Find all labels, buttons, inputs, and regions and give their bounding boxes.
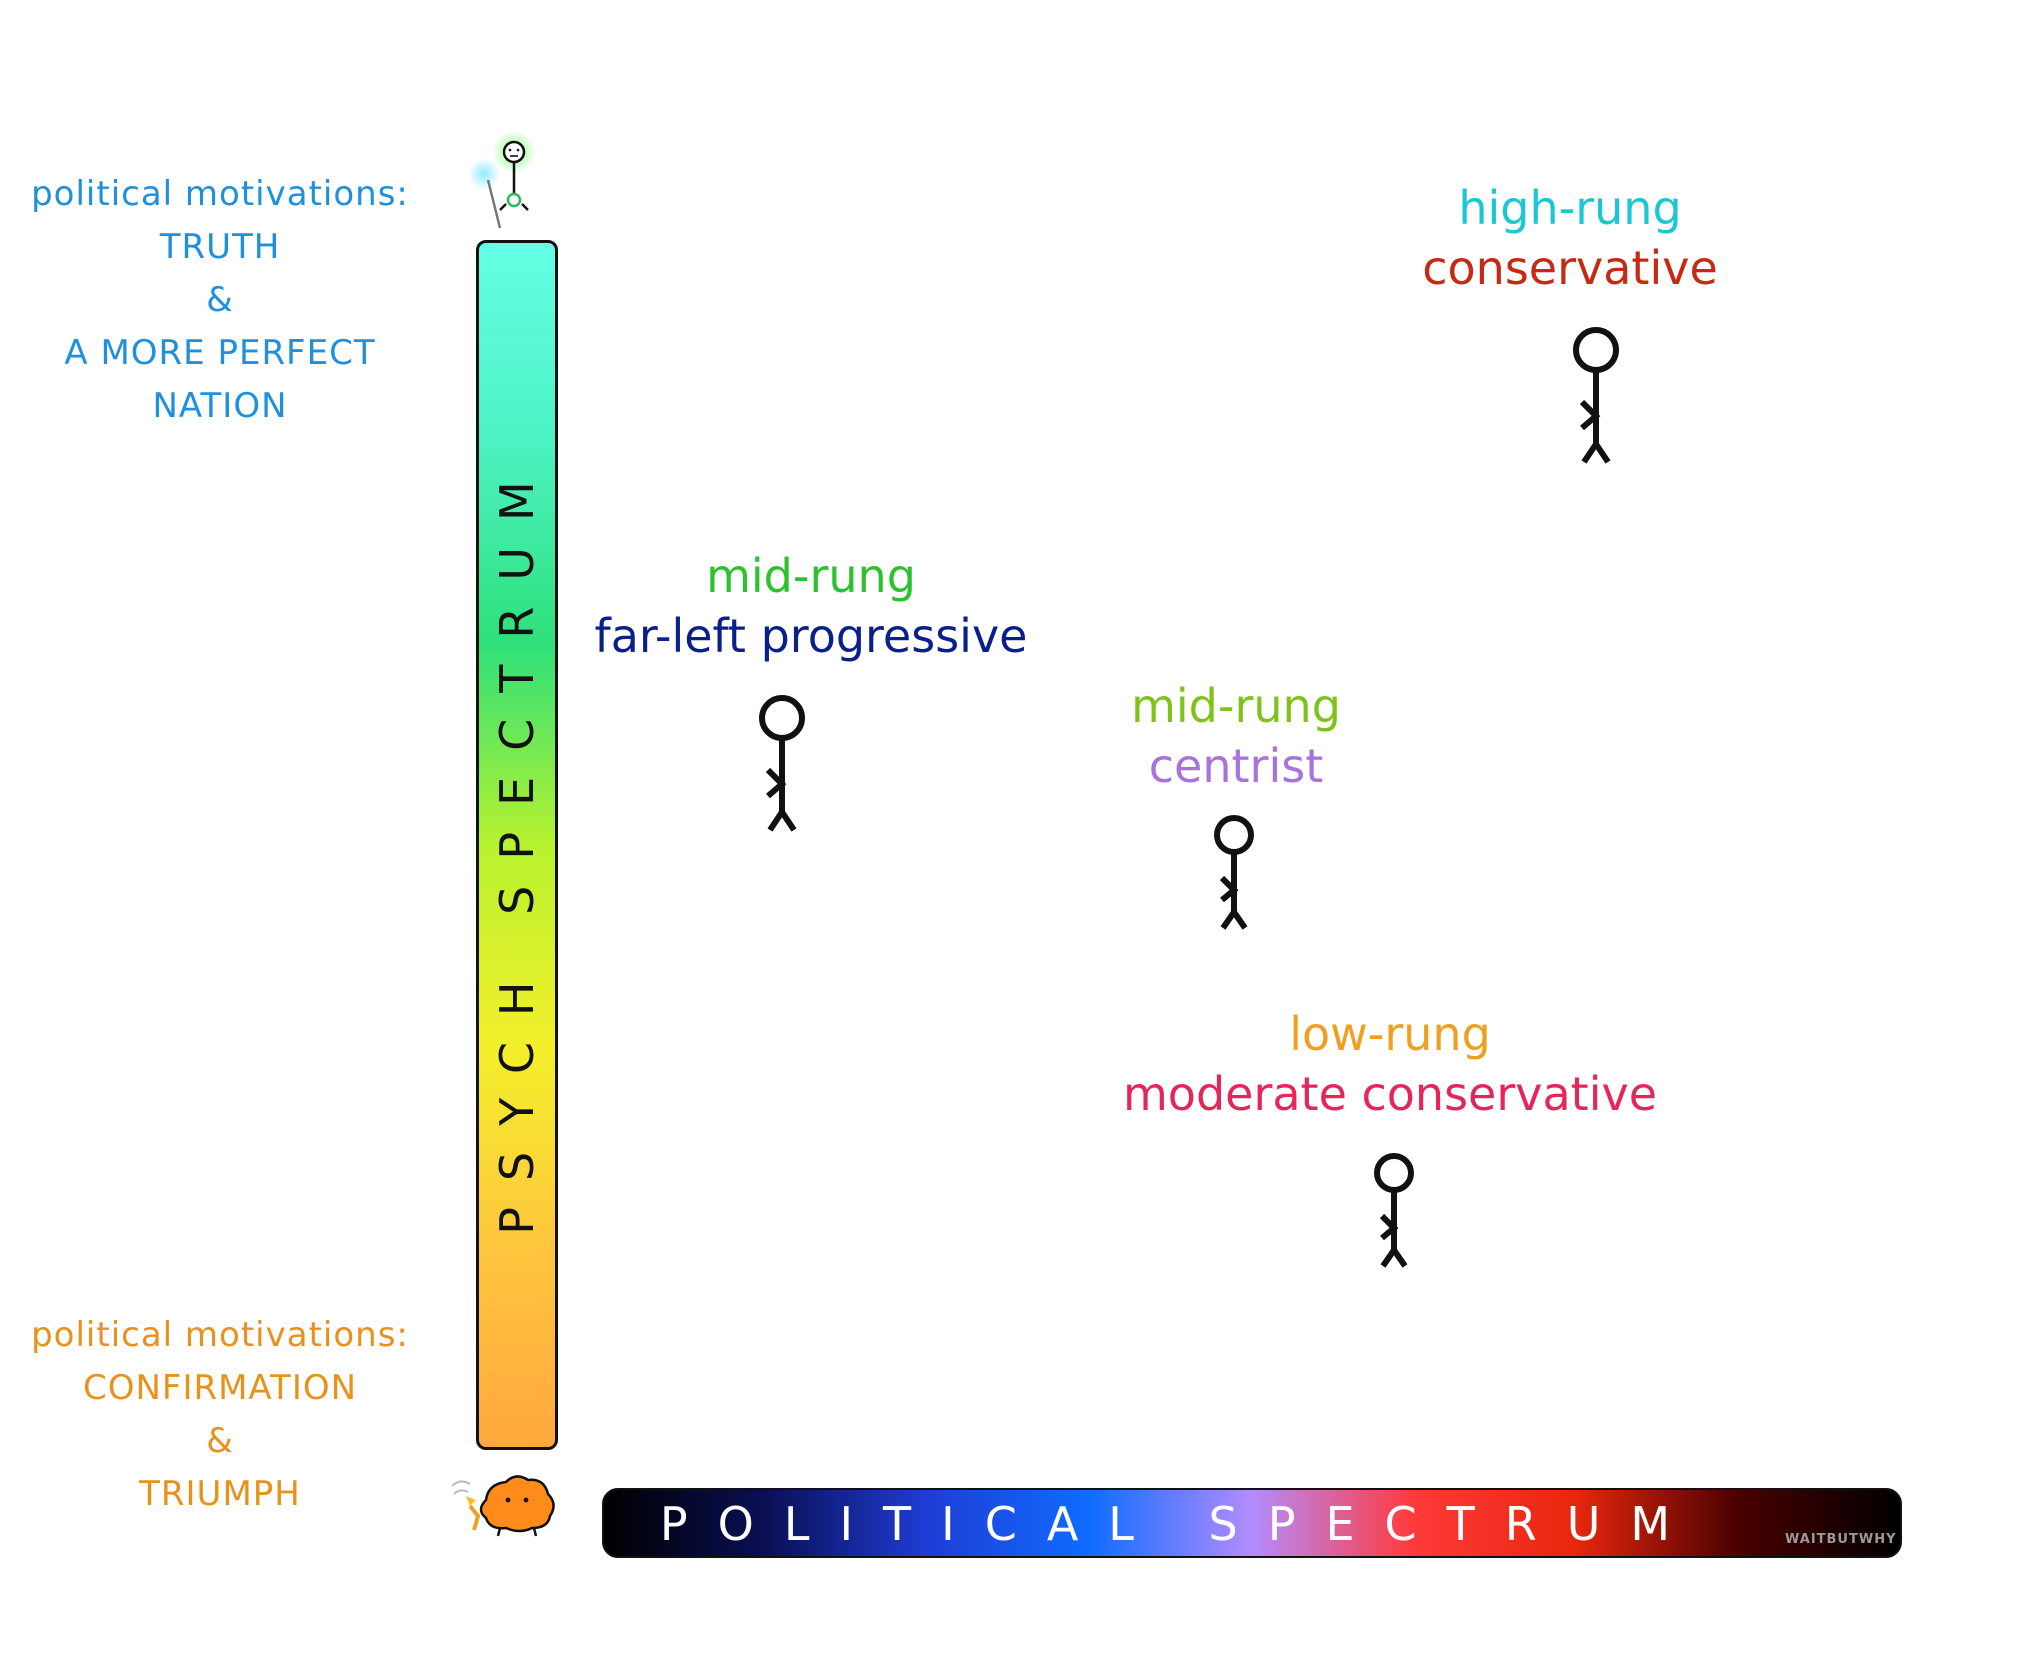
bottom-motivations-heading: political motivations:: [31, 1315, 409, 1355]
stick-figure-icon: [1214, 815, 1254, 930]
person-politics: conservative: [1422, 241, 1718, 295]
top-motivations: political motivations: TRUTH & A MORE PE…: [0, 168, 440, 433]
bottom-motivations: political motivations: CONFIRMATION & TR…: [0, 1309, 440, 1521]
glowing-sage-icon: [470, 130, 536, 229]
political-spectrum-bar: [602, 1488, 1902, 1558]
psych-spectrum-label: PSYCH SPECTRUM: [490, 455, 544, 1235]
top-motivations-heading: political motivations:: [31, 174, 409, 214]
bottom-motivation-line: TRIUMPH: [139, 1474, 301, 1514]
waitbutwhy-signature: WAITBUTWHY: [1785, 1532, 1897, 1547]
person-rung: high-rung: [1458, 181, 1682, 235]
political-spectrum-label: POLITICAL SPECTRUM: [659, 1497, 1701, 1551]
person-label: mid-rung far-left progressive: [566, 546, 1056, 666]
top-motivation-line: NATION: [152, 386, 288, 426]
person-label: high-rung conservative: [1420, 178, 1720, 298]
stick-figure-icon: [1374, 1153, 1414, 1268]
stick-figure-icon: [1573, 327, 1619, 464]
person-rung: mid-rung: [706, 549, 916, 603]
person-politics: centrist: [1148, 739, 1324, 793]
bottom-motivation-line: &: [206, 1421, 234, 1461]
stick-figure-icon: [759, 695, 805, 832]
person-politics: far-left progressive: [594, 609, 1028, 663]
person-label: low-rung moderate conservative: [1090, 1004, 1690, 1124]
orange-primitive-mind-icon: [451, 1475, 555, 1537]
person-rung: low-rung: [1289, 1007, 1491, 1061]
person-rung: mid-rung: [1131, 679, 1341, 733]
psych-spectrum-bar: [476, 240, 558, 1450]
bottom-motivation-line: CONFIRMATION: [82, 1368, 358, 1408]
person-label: mid-rung centrist: [1096, 676, 1376, 796]
top-motivation-line: TRUTH: [159, 227, 281, 267]
person-politics: moderate conservative: [1122, 1067, 1658, 1121]
top-motivation-line: A MORE PERFECT: [64, 333, 376, 373]
top-motivation-line: &: [206, 280, 234, 320]
